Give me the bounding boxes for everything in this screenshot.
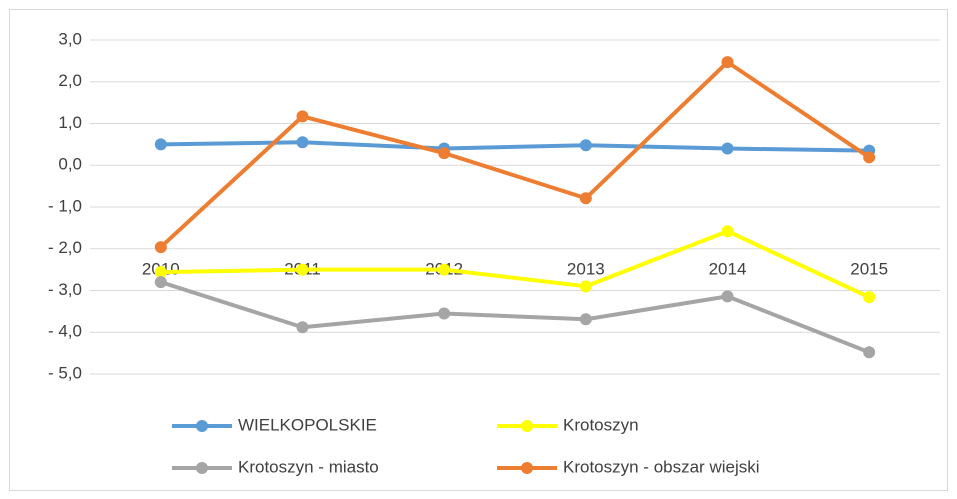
y-tick-label: - 3,0 xyxy=(48,280,82,299)
y-tick-label: 1,0 xyxy=(58,113,82,132)
y-tick-label: 0,0 xyxy=(58,155,82,174)
data-point xyxy=(154,138,167,151)
y-tick-label: - 2,0 xyxy=(48,238,82,257)
y-tick-label: 3,0 xyxy=(58,29,82,48)
y-tick-label: 2,0 xyxy=(58,71,82,90)
x-tick-label: 2014 xyxy=(709,259,747,278)
data-point xyxy=(296,321,309,334)
x-tick-label: 2013 xyxy=(567,259,605,278)
data-point xyxy=(438,263,451,276)
series-line xyxy=(160,229,871,299)
data-point xyxy=(863,151,876,164)
data-point xyxy=(579,192,592,205)
data-point xyxy=(438,307,451,320)
data-point xyxy=(296,136,309,149)
y-tick-label: - 5,0 xyxy=(48,363,82,382)
data-point xyxy=(579,280,592,293)
legend-marker xyxy=(196,420,208,432)
legend-label: Krotoszyn - obszar wiejski xyxy=(563,457,760,476)
y-tick-label: - 4,0 xyxy=(48,322,82,341)
x-tick-label: 2015 xyxy=(850,259,888,278)
legend-marker xyxy=(521,420,533,432)
legend-label: Krotoszyn xyxy=(563,415,639,434)
data-point xyxy=(721,142,734,155)
legend-label: WIELKOPOLSKIE xyxy=(238,415,377,434)
y-tick-label: - 1,0 xyxy=(48,196,82,215)
data-point xyxy=(863,346,876,359)
data-point xyxy=(721,56,734,69)
data-point xyxy=(154,266,167,279)
legend-label: Krotoszyn - miasto xyxy=(238,457,379,476)
data-point xyxy=(154,241,167,254)
data-point xyxy=(721,290,734,303)
series-line xyxy=(159,60,871,249)
legend-marker xyxy=(521,462,533,474)
data-point xyxy=(863,291,876,304)
data-point xyxy=(154,276,167,289)
data-point xyxy=(579,139,592,152)
data-point xyxy=(721,225,734,238)
data-point xyxy=(296,110,309,123)
data-point xyxy=(438,147,451,160)
series-line xyxy=(160,140,870,153)
legend-marker xyxy=(196,462,208,474)
series-line xyxy=(160,280,870,355)
data-point xyxy=(296,263,309,276)
data-point xyxy=(579,313,592,326)
